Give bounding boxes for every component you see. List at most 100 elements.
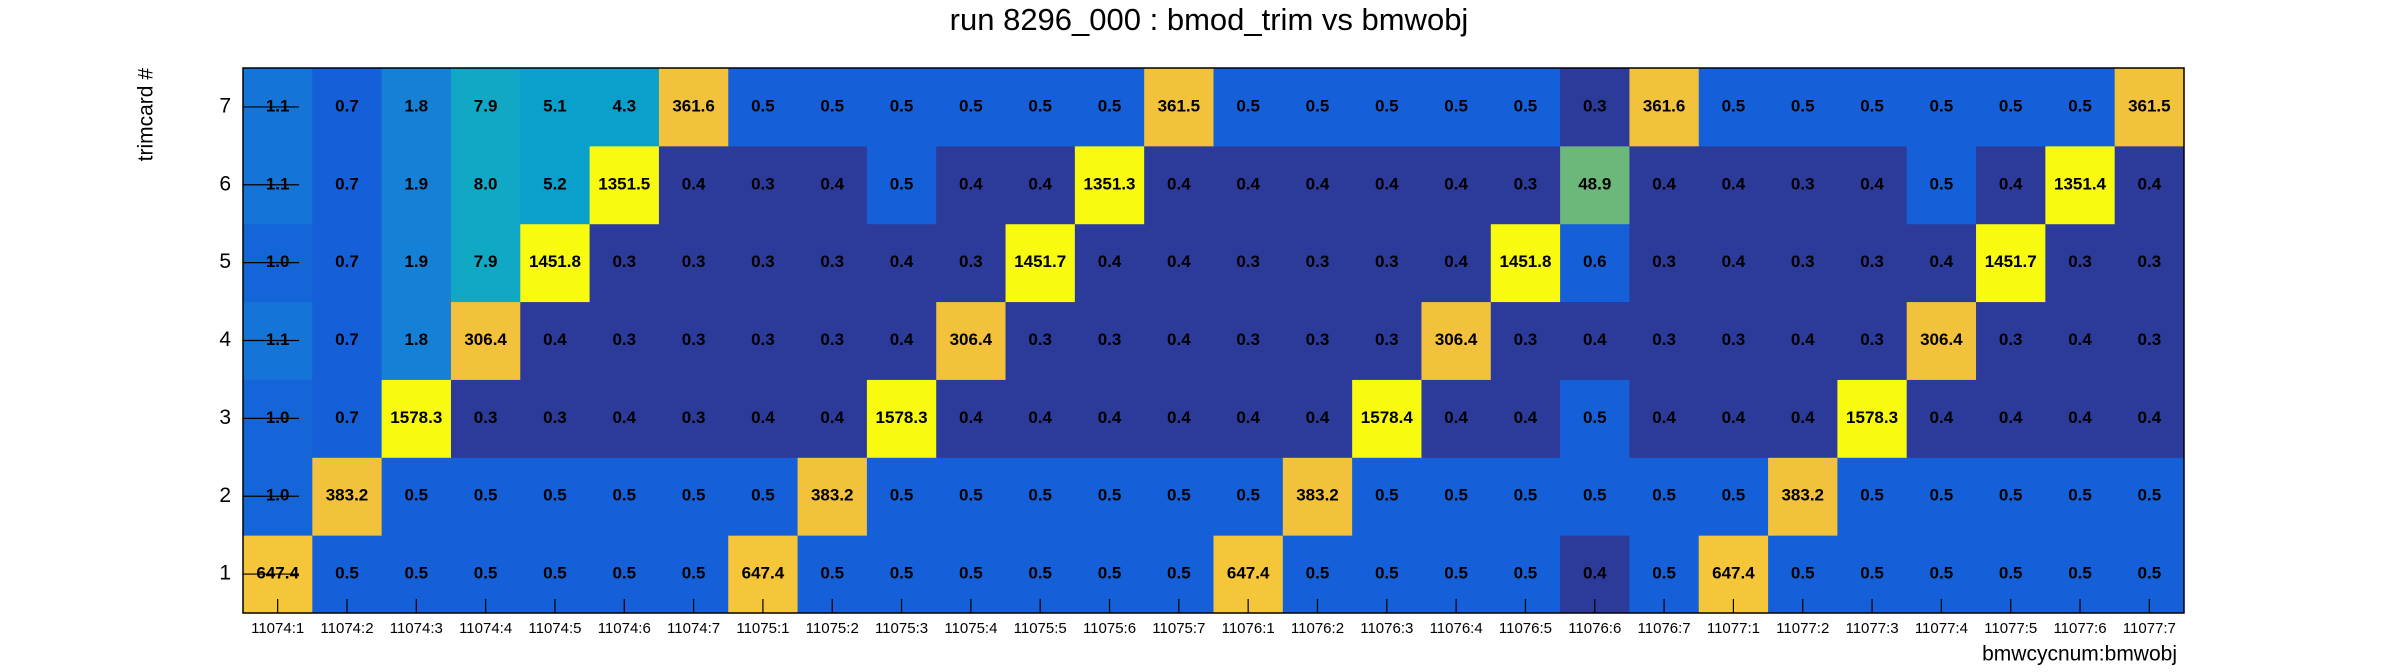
heatmap-cell bbox=[797, 301, 868, 380]
heatmap-cell bbox=[1906, 457, 1977, 536]
cell-label: 0.5 bbox=[890, 564, 914, 583]
heatmap-cell bbox=[1768, 223, 1838, 303]
cell-label: 0.3 bbox=[959, 252, 983, 271]
cell-label: 0.3 bbox=[682, 252, 706, 271]
y-tick-label: 4 bbox=[219, 328, 231, 351]
cell-label: 0.5 bbox=[1860, 564, 1884, 583]
cell-label: 0.4 bbox=[1652, 174, 1676, 193]
cell-label: 0.3 bbox=[1306, 330, 1330, 349]
cell-label: 1.0 bbox=[266, 252, 290, 271]
heatmap-cell bbox=[1906, 145, 1977, 225]
heatmap-cell bbox=[1282, 457, 1353, 536]
heatmap-cell bbox=[450, 68, 521, 147]
heatmap-cell bbox=[2114, 145, 2185, 225]
cell-label: 0.5 bbox=[890, 174, 914, 193]
heatmap-cell bbox=[1074, 379, 1145, 458]
heatmap-cell bbox=[1213, 68, 1284, 147]
cell-label: 0.4 bbox=[1791, 408, 1815, 427]
cell-label: 0.4 bbox=[1375, 174, 1399, 193]
cell-label: 0.3 bbox=[1722, 330, 1746, 349]
heatmap-cell bbox=[1490, 379, 1561, 458]
heatmap-cell bbox=[1906, 301, 1977, 380]
heatmap-cell bbox=[1837, 145, 1908, 225]
cell-label: 0.3 bbox=[1583, 96, 1607, 115]
heatmap-cell bbox=[728, 457, 799, 536]
cell-label: 0.5 bbox=[1791, 564, 1815, 583]
cell-label: 0.4 bbox=[1722, 252, 1746, 271]
heatmap-cell bbox=[1837, 68, 1908, 147]
cell-label: 647.4 bbox=[742, 564, 785, 583]
cell-label: 5.1 bbox=[543, 96, 567, 115]
heatmap-cell bbox=[2114, 68, 2185, 147]
heatmap-cell bbox=[866, 301, 937, 380]
cell-label: 1351.5 bbox=[598, 174, 650, 193]
cell-label: 0.5 bbox=[1375, 486, 1399, 505]
heatmap-cell bbox=[936, 301, 1007, 380]
heatmap-cell bbox=[1074, 68, 1145, 147]
cell-label: 383.2 bbox=[1781, 486, 1824, 505]
cell-label: 0.3 bbox=[1514, 330, 1538, 349]
cell-label: 0.4 bbox=[1444, 408, 1468, 427]
heatmap-cell bbox=[1629, 145, 1700, 225]
heatmap-cell bbox=[1976, 457, 2046, 536]
cell-label: 0.5 bbox=[1791, 96, 1815, 115]
heatmap-cell bbox=[728, 223, 799, 303]
x-tick-label: 11077:5 bbox=[1984, 620, 2037, 637]
heatmap-cell bbox=[1768, 68, 1838, 147]
cell-label: 1578.3 bbox=[1846, 408, 1898, 427]
cell-label: 0.3 bbox=[1652, 252, 1676, 271]
cell-label: 1.9 bbox=[404, 174, 428, 193]
cell-label: 0.3 bbox=[1514, 174, 1538, 193]
x-tick-label: 11077:1 bbox=[1707, 620, 1760, 637]
cell-label: 361.5 bbox=[2128, 96, 2171, 115]
heatmap-cell bbox=[589, 223, 660, 303]
cell-label: 1578.4 bbox=[1361, 408, 1414, 427]
heatmap-cell bbox=[797, 457, 868, 536]
cell-label: 0.4 bbox=[1444, 252, 1468, 271]
x-tick-label: 11074:5 bbox=[528, 620, 581, 637]
heatmap-cell bbox=[1144, 379, 1214, 458]
cell-label: 647.4 bbox=[1227, 564, 1270, 583]
heatmap-cell bbox=[589, 379, 660, 458]
heatmap-cell bbox=[520, 457, 591, 536]
heatmap-cell bbox=[658, 457, 729, 536]
cell-label: 0.5 bbox=[1860, 96, 1884, 115]
x-tick-label: 11076:1 bbox=[1222, 620, 1275, 637]
heatmap-cell bbox=[450, 457, 521, 536]
cell-label: 0.4 bbox=[1236, 408, 1260, 427]
cell-label: 0.4 bbox=[1930, 252, 1954, 271]
heatmap-cell bbox=[1837, 301, 1908, 380]
heatmap-cell bbox=[1005, 145, 1076, 225]
heatmap-cell bbox=[1352, 145, 1422, 225]
cell-label: 0.4 bbox=[959, 174, 983, 193]
heatmap-cell bbox=[1352, 379, 1422, 458]
cell-label: 0.5 bbox=[1167, 564, 1191, 583]
cell-label: 0.4 bbox=[1098, 408, 1122, 427]
heatmap-cell bbox=[658, 379, 729, 458]
x-tick-label: 11075:3 bbox=[875, 620, 928, 637]
cell-label: 0.5 bbox=[2068, 486, 2092, 505]
heatmap-cell bbox=[1490, 457, 1561, 536]
cell-label: 0.3 bbox=[2138, 252, 2162, 271]
heatmap-cell bbox=[2114, 301, 2185, 380]
cell-label: 0.5 bbox=[1930, 174, 1954, 193]
cell-label: 0.3 bbox=[1028, 330, 1052, 349]
cell-label: 1.1 bbox=[266, 330, 290, 349]
cell-label: 0.3 bbox=[2068, 252, 2092, 271]
cell-label: 0.4 bbox=[1722, 408, 1746, 427]
cell-label: 1.1 bbox=[266, 174, 290, 193]
heatmap-cell bbox=[1421, 145, 1492, 225]
cell-label: 0.5 bbox=[820, 96, 844, 115]
cell-label: 0.3 bbox=[612, 330, 636, 349]
heatmap-cell bbox=[381, 68, 452, 147]
heatmap-cell bbox=[450, 145, 521, 225]
cell-label: 0.7 bbox=[335, 252, 359, 271]
cell-label: 0.5 bbox=[1375, 564, 1399, 583]
cell-label: 1578.3 bbox=[390, 408, 442, 427]
cell-label: 0.5 bbox=[751, 486, 775, 505]
cell-label: 0.5 bbox=[474, 564, 498, 583]
cell-label: 0.5 bbox=[1722, 486, 1746, 505]
heatmap-cell bbox=[450, 379, 521, 458]
cell-label: 7.9 bbox=[474, 252, 498, 271]
